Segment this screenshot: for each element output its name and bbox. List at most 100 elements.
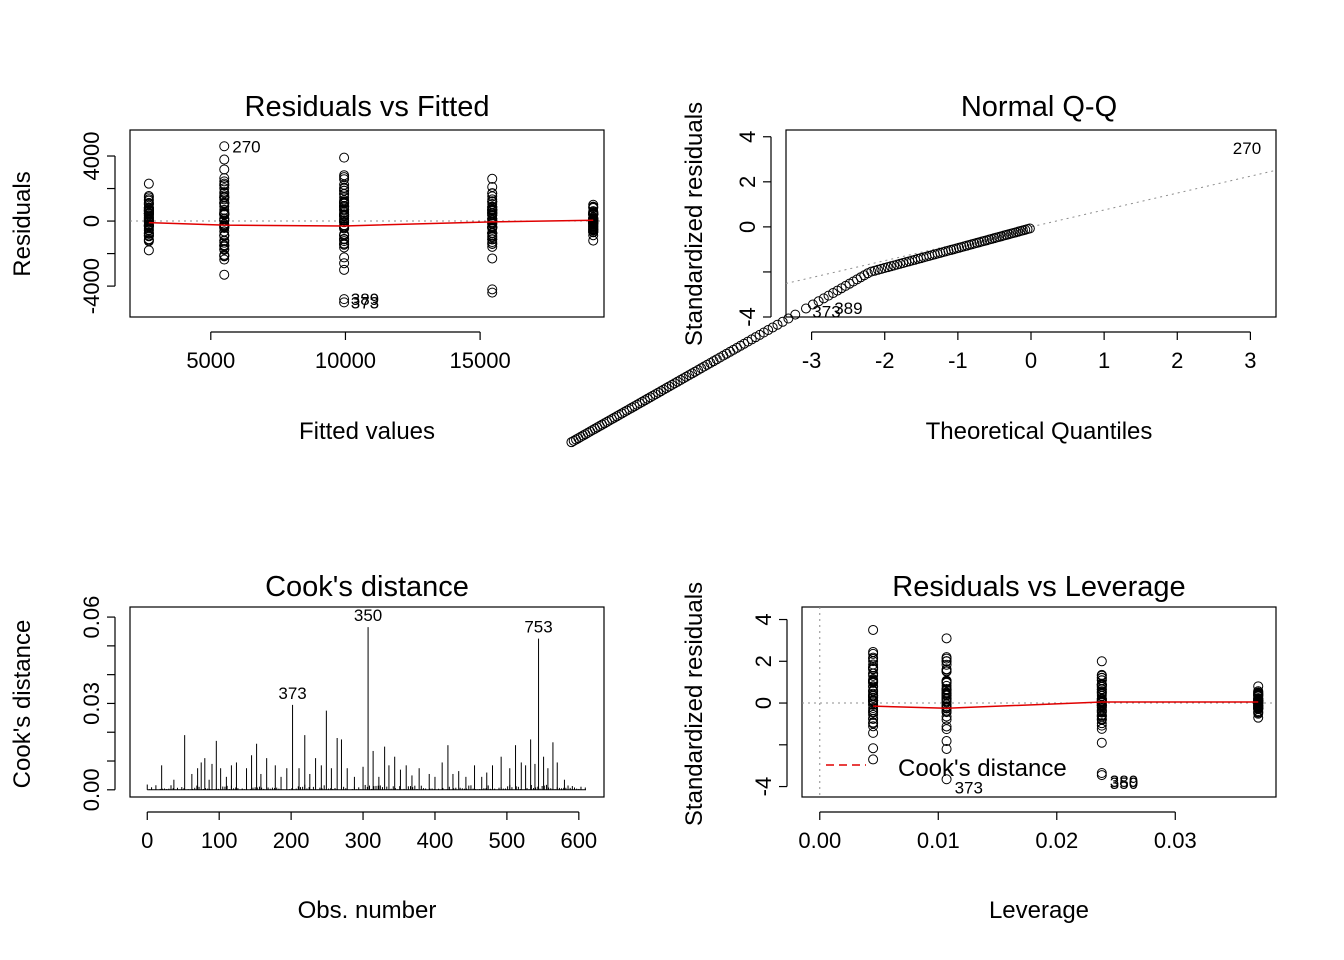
data-point [868, 675, 879, 686]
y-axis-label: Cook's distance [9, 620, 36, 789]
data-point [664, 381, 675, 392]
data-point [645, 392, 656, 403]
chart-title: Residuals vs Fitted [245, 91, 490, 123]
x-tick-label: 400 [417, 828, 454, 853]
x-tick-label: -2 [875, 348, 895, 373]
data-point [629, 401, 640, 412]
data-point [767, 322, 778, 333]
plot-frame [785, 129, 1277, 318]
data-point [661, 383, 672, 394]
data-point [143, 245, 154, 256]
smoother-line [148, 219, 594, 227]
x-axis-label: Obs. number [298, 897, 437, 924]
residuals-vs-leverage-panel: Residuals vs Leverage Leverage Standardi… [681, 571, 1277, 924]
data-point [339, 239, 350, 250]
data-point [487, 223, 498, 234]
data-point [941, 633, 952, 644]
y-axis-label: Standardized residuals [681, 102, 708, 346]
data-point [725, 346, 736, 357]
normal-qq-panel: Normal Q-Q Theoretical Quantiles Standar… [566, 91, 1277, 448]
data-point [219, 240, 230, 251]
data-point [941, 688, 952, 699]
data-point [143, 236, 154, 247]
data-point [696, 363, 707, 374]
data-point [606, 414, 617, 425]
data-point [487, 253, 498, 264]
data-point [219, 187, 230, 198]
data-point [616, 408, 627, 419]
data-point [1096, 737, 1107, 748]
data-point [699, 361, 710, 372]
data-point [868, 713, 879, 724]
data-point [637, 396, 648, 407]
data-point [143, 228, 154, 239]
outlier-label: 389 [834, 299, 862, 318]
outlier-label: 373 [351, 293, 379, 312]
outlier-label: 389 [351, 290, 379, 309]
chart-title: Normal Q-Q [961, 91, 1117, 123]
data-point [672, 376, 683, 387]
data-point [868, 709, 879, 720]
data-point [868, 646, 879, 657]
x-tick-label: 300 [345, 828, 382, 853]
outlier-label: 270 [1233, 139, 1261, 158]
data-point [601, 416, 612, 427]
data-point [487, 284, 498, 295]
data-point [487, 234, 498, 245]
data-point [487, 173, 498, 184]
x-tick-label: 15000 [450, 348, 511, 373]
data-point [611, 411, 622, 422]
chart-title: Residuals vs Leverage [892, 571, 1185, 603]
data-point [219, 173, 230, 184]
outlier-label: 350 [354, 606, 382, 625]
outlier-label: 373 [812, 302, 840, 321]
data-point [868, 721, 879, 732]
y-tick-label: 0 [751, 697, 776, 709]
data-point [868, 648, 879, 659]
data-point [143, 198, 154, 209]
data-point [339, 258, 350, 269]
data-point [588, 225, 599, 236]
data-point [941, 724, 952, 735]
data-point [868, 707, 879, 718]
data-point [868, 659, 879, 670]
data-point [487, 287, 498, 298]
data-point [597, 419, 608, 430]
data-point [588, 220, 599, 231]
y-tick-label: 2 [735, 176, 760, 188]
data-point [219, 154, 230, 165]
data-point [339, 209, 350, 220]
data-point [339, 234, 350, 245]
data-point [632, 399, 643, 410]
data-point [1096, 683, 1107, 694]
data-point [588, 235, 599, 246]
x-tick-label: 0.00 [798, 828, 841, 853]
data-point [624, 404, 635, 415]
data-point [868, 670, 879, 681]
x-axis-label: Fitted values [299, 418, 435, 445]
data-point [339, 297, 350, 308]
data-point [868, 727, 879, 738]
data-point [1096, 656, 1107, 667]
data-point [941, 684, 952, 695]
data-point [1096, 770, 1107, 781]
outlier-label: 373 [955, 778, 983, 797]
data-point [658, 384, 669, 395]
data-point [813, 296, 824, 307]
data-point [487, 204, 498, 215]
y-axis-label: Residuals [9, 171, 36, 276]
data-point [941, 774, 952, 785]
x-tick-label: 0 [1025, 348, 1037, 373]
data-point [626, 402, 637, 413]
data-point [588, 209, 599, 220]
data-point [599, 418, 610, 429]
data-point [339, 264, 350, 275]
y-tick-label: 0.00 [79, 768, 104, 811]
x-axis-label: Theoretical Quantiles [926, 418, 1153, 445]
data-point [941, 659, 952, 670]
data-point [1024, 223, 1035, 234]
data-point [588, 199, 599, 210]
data-point [487, 201, 498, 212]
data-point [642, 393, 653, 404]
